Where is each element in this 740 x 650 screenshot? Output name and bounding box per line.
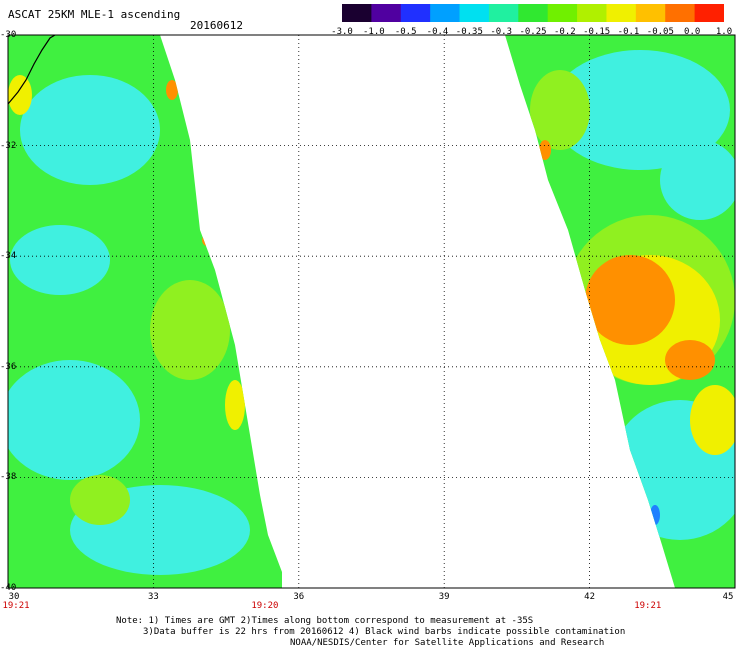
lat-label: -30 [0, 30, 17, 40]
wind-field-patch [225, 380, 245, 430]
lat-label: -40 [0, 583, 17, 593]
time-label: 19:21 [2, 601, 30, 611]
wind-field-patch [665, 340, 715, 380]
chart-date: 20160612 [190, 19, 243, 32]
coastline [7, 34, 56, 105]
lon-label: 36 [293, 592, 305, 602]
wind-field-patch [8, 360, 140, 480]
lat-label: -38 [0, 472, 17, 483]
colorbar-segment [547, 4, 578, 22]
colorbar-segment [459, 4, 490, 22]
colorbar-label: -1.0 [362, 27, 385, 37]
wind-field-patch [150, 280, 230, 380]
note-line-1: Note: 1) Times are GMT 2)Times along bot… [116, 616, 534, 626]
lat-label: -34 [0, 251, 17, 262]
wind-field-patch [10, 225, 110, 295]
lon-label: 42 [584, 592, 596, 602]
map-frame [7, 34, 736, 589]
map-area [7, 34, 736, 589]
colorbar-label: -0.1 [617, 27, 640, 37]
lon-label: 39 [438, 592, 450, 602]
lat-label: -36 [0, 361, 17, 372]
lon-label: 33 [147, 592, 159, 602]
colorbar-label: -0.35 [455, 27, 483, 37]
wind-field-patch [539, 140, 551, 160]
colorbar-label: -0.15 [583, 27, 611, 37]
colorbar-segment [577, 4, 607, 22]
colorbar-label: -0.5 [394, 27, 417, 37]
lon-label: 45 [722, 592, 734, 602]
wind-field-patch [202, 234, 212, 246]
time-label: 19:20 [251, 601, 279, 611]
colorbar-segment [430, 4, 461, 22]
colorbar-labels: -3.0 -1.0 -0.5 -0.4 -0.35 -0.3 -0.25 -0.2 -0.15-… [0, 0, 740, 40]
wind-field-patch [20, 75, 160, 185]
colorbar-segment [635, 4, 666, 22]
swath-right [505, 35, 735, 588]
colorbar-label: -0.4 [426, 27, 449, 37]
time-label: 19:21 [634, 601, 662, 611]
wind-field-patch [690, 385, 735, 455]
colorbar-segment [400, 4, 431, 22]
note-line-3: NOAA/NESDIS/Center for Satellite Applica… [290, 638, 605, 648]
colorbar-segment [606, 4, 637, 22]
wind-field-patch [550, 50, 730, 170]
colorbar-label: -0.2 [553, 27, 576, 37]
colorbar-label: 1.0 [715, 27, 733, 37]
colorbar-label: 0.0 [684, 27, 701, 37]
colorbar [342, 4, 724, 22]
colorbar-label: -3.0 [331, 27, 353, 37]
wind-field-patch [650, 505, 660, 525]
colorbar-segment [342, 4, 372, 22]
colorbar-segment [371, 4, 402, 22]
wind-field-patch [70, 475, 130, 525]
colorbar-label: -0.05 [646, 27, 674, 37]
wind-field-patch [166, 80, 178, 100]
lat-label: -32 [0, 140, 17, 151]
wind-field-patch [585, 255, 675, 345]
wind-field-patch [660, 140, 735, 220]
note-line-2: 3)Data buffer is 22 hrs from 20160612 4)… [143, 627, 626, 637]
colorbar-segment [488, 4, 519, 22]
colorbar-segment [665, 4, 696, 22]
lon-label: 30 [8, 592, 20, 602]
wind-field-patch [8, 75, 32, 115]
colorbar-segment [694, 4, 724, 22]
colorbar-segment [518, 4, 549, 22]
colorbar-label: -0.3 [490, 27, 512, 37]
chart-title: ASCAT 25KM MLE-1 ascending [8, 8, 181, 21]
wind-field-patch [530, 70, 590, 150]
colorbar-label: -0.25 [519, 27, 547, 37]
